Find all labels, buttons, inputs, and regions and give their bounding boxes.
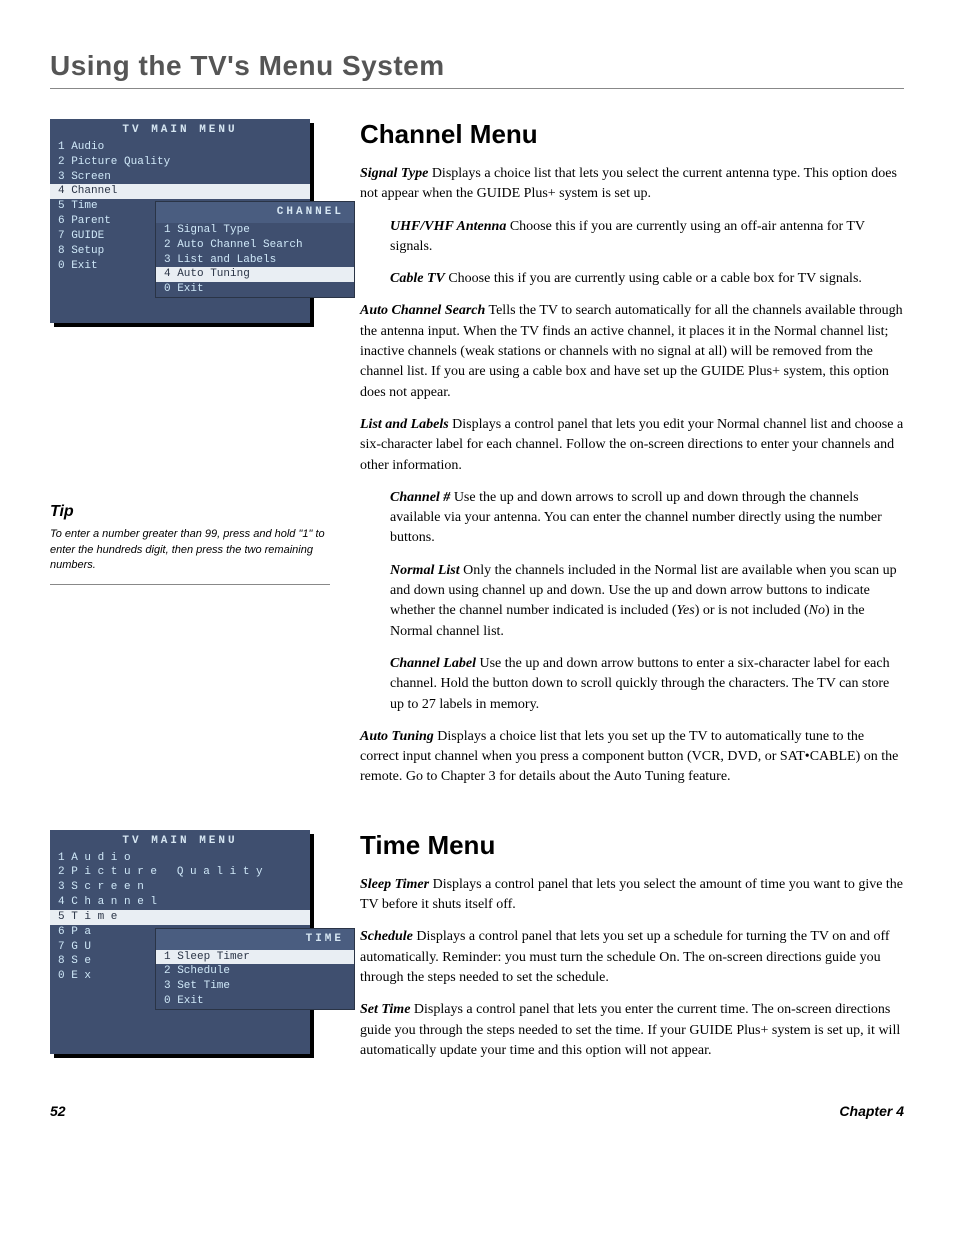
menu-title: TV MAIN MENU: [50, 119, 310, 140]
menu-item: 3 Screen: [50, 170, 310, 185]
page-footer: 52 Chapter 4: [50, 1103, 904, 1119]
menu-item: 2 Schedule: [156, 964, 354, 979]
menu-item: 0 Exit: [156, 282, 354, 297]
tip-heading: Tip: [50, 503, 330, 521]
para-signal-type: Signal Type Displays a choice list that …: [360, 164, 904, 205]
menu-item: 4 Channel: [50, 184, 310, 199]
submenu-title: CHANNEL: [156, 202, 354, 223]
menu-item: 2 Picture Quality: [50, 155, 310, 170]
menu-item: 3 List and Labels: [156, 253, 354, 268]
page-number: 52: [50, 1103, 66, 1119]
para-channel-number: Channel # Use the up and down arrows to …: [390, 488, 904, 549]
para-channel-label: Channel Label Use the up and down arrow …: [390, 654, 904, 715]
submenu-title: TIME: [156, 929, 354, 950]
para-schedule: Schedule Displays a control panel that l…: [360, 927, 904, 988]
menu-item: 4 C h a n n e l: [50, 895, 310, 910]
menu-item: 1 Audio: [50, 140, 310, 155]
para-list-and-labels: List and Labels Displays a control panel…: [360, 415, 904, 476]
para-set-time: Set Time Displays a control panel that l…: [360, 1000, 904, 1061]
tip-text: To enter a number greater than 99, press…: [50, 527, 330, 584]
menu-item: 1 A u d i o: [50, 851, 310, 866]
menu-item: 4 Auto Tuning: [156, 267, 354, 282]
tip-block: Tip To enter a number greater than 99, p…: [50, 503, 330, 584]
para-cable-tv: Cable TV Choose this if you are currentl…: [390, 269, 904, 289]
menu-item: 2 P i c t u r e Q u a l i t y: [50, 865, 310, 880]
para-auto-channel-search: Auto Channel Search Tells the TV to sear…: [360, 301, 904, 402]
menu-item: 2 Auto Channel Search: [156, 238, 354, 253]
menu-item: 5 T i m e: [50, 910, 310, 925]
submenu-channel: CHANNEL 1 Signal Type2 Auto Channel Sear…: [155, 201, 355, 298]
para-normal-list: Normal List Only the channels included i…: [390, 561, 904, 642]
submenu-time: TIME 1 Sleep Timer2 Schedule3 Set Time0 …: [155, 928, 355, 1010]
menu-item: 1 Sleep Timer: [156, 950, 354, 965]
menu-item: 3 Set Time: [156, 979, 354, 994]
page-title: Using the TV's Menu System: [50, 50, 904, 89]
tv-menu-time-screenshot: TV MAIN MENU 1 A u d i o2 P i c t u r e …: [50, 830, 310, 1054]
menu-item: 1 Signal Type: [156, 223, 354, 238]
para-uhf-vhf: UHF/VHF Antenna Choose this if you are c…: [390, 217, 904, 258]
chapter-label: Chapter 4: [839, 1103, 904, 1119]
menu-title: TV MAIN MENU: [50, 830, 310, 851]
section-heading-time: Time Menu: [360, 830, 904, 861]
para-auto-tuning: Auto Tuning Displays a choice list that …: [360, 727, 904, 788]
section-heading-channel: Channel Menu: [360, 119, 904, 150]
menu-item: 3 S c r e e n: [50, 880, 310, 895]
tv-menu-channel-screenshot: TV MAIN MENU 1 Audio2 Picture Quality3 S…: [50, 119, 310, 323]
para-sleep-timer: Sleep Timer Displays a control panel tha…: [360, 875, 904, 916]
menu-item: 0 Exit: [156, 994, 354, 1009]
